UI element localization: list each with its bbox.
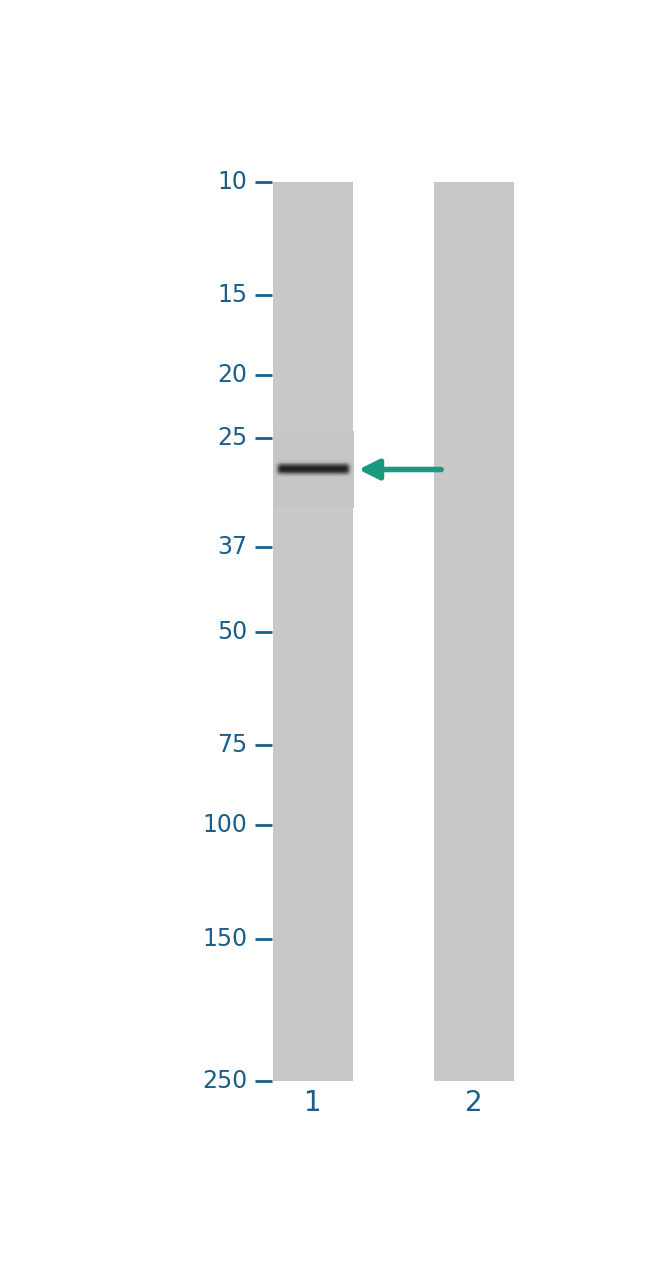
Text: 75: 75 xyxy=(217,733,248,757)
Text: 25: 25 xyxy=(217,425,248,450)
Text: 50: 50 xyxy=(217,620,248,644)
Text: 10: 10 xyxy=(218,170,248,194)
Text: 15: 15 xyxy=(217,283,248,307)
Text: 100: 100 xyxy=(203,813,248,837)
Bar xyxy=(434,182,515,1082)
Text: 37: 37 xyxy=(218,536,248,559)
Text: 20: 20 xyxy=(218,363,248,387)
Text: 2: 2 xyxy=(465,1088,483,1116)
Text: 250: 250 xyxy=(202,1069,248,1093)
Bar xyxy=(273,182,354,1082)
Text: 150: 150 xyxy=(202,927,248,951)
Text: 1: 1 xyxy=(304,1088,322,1116)
